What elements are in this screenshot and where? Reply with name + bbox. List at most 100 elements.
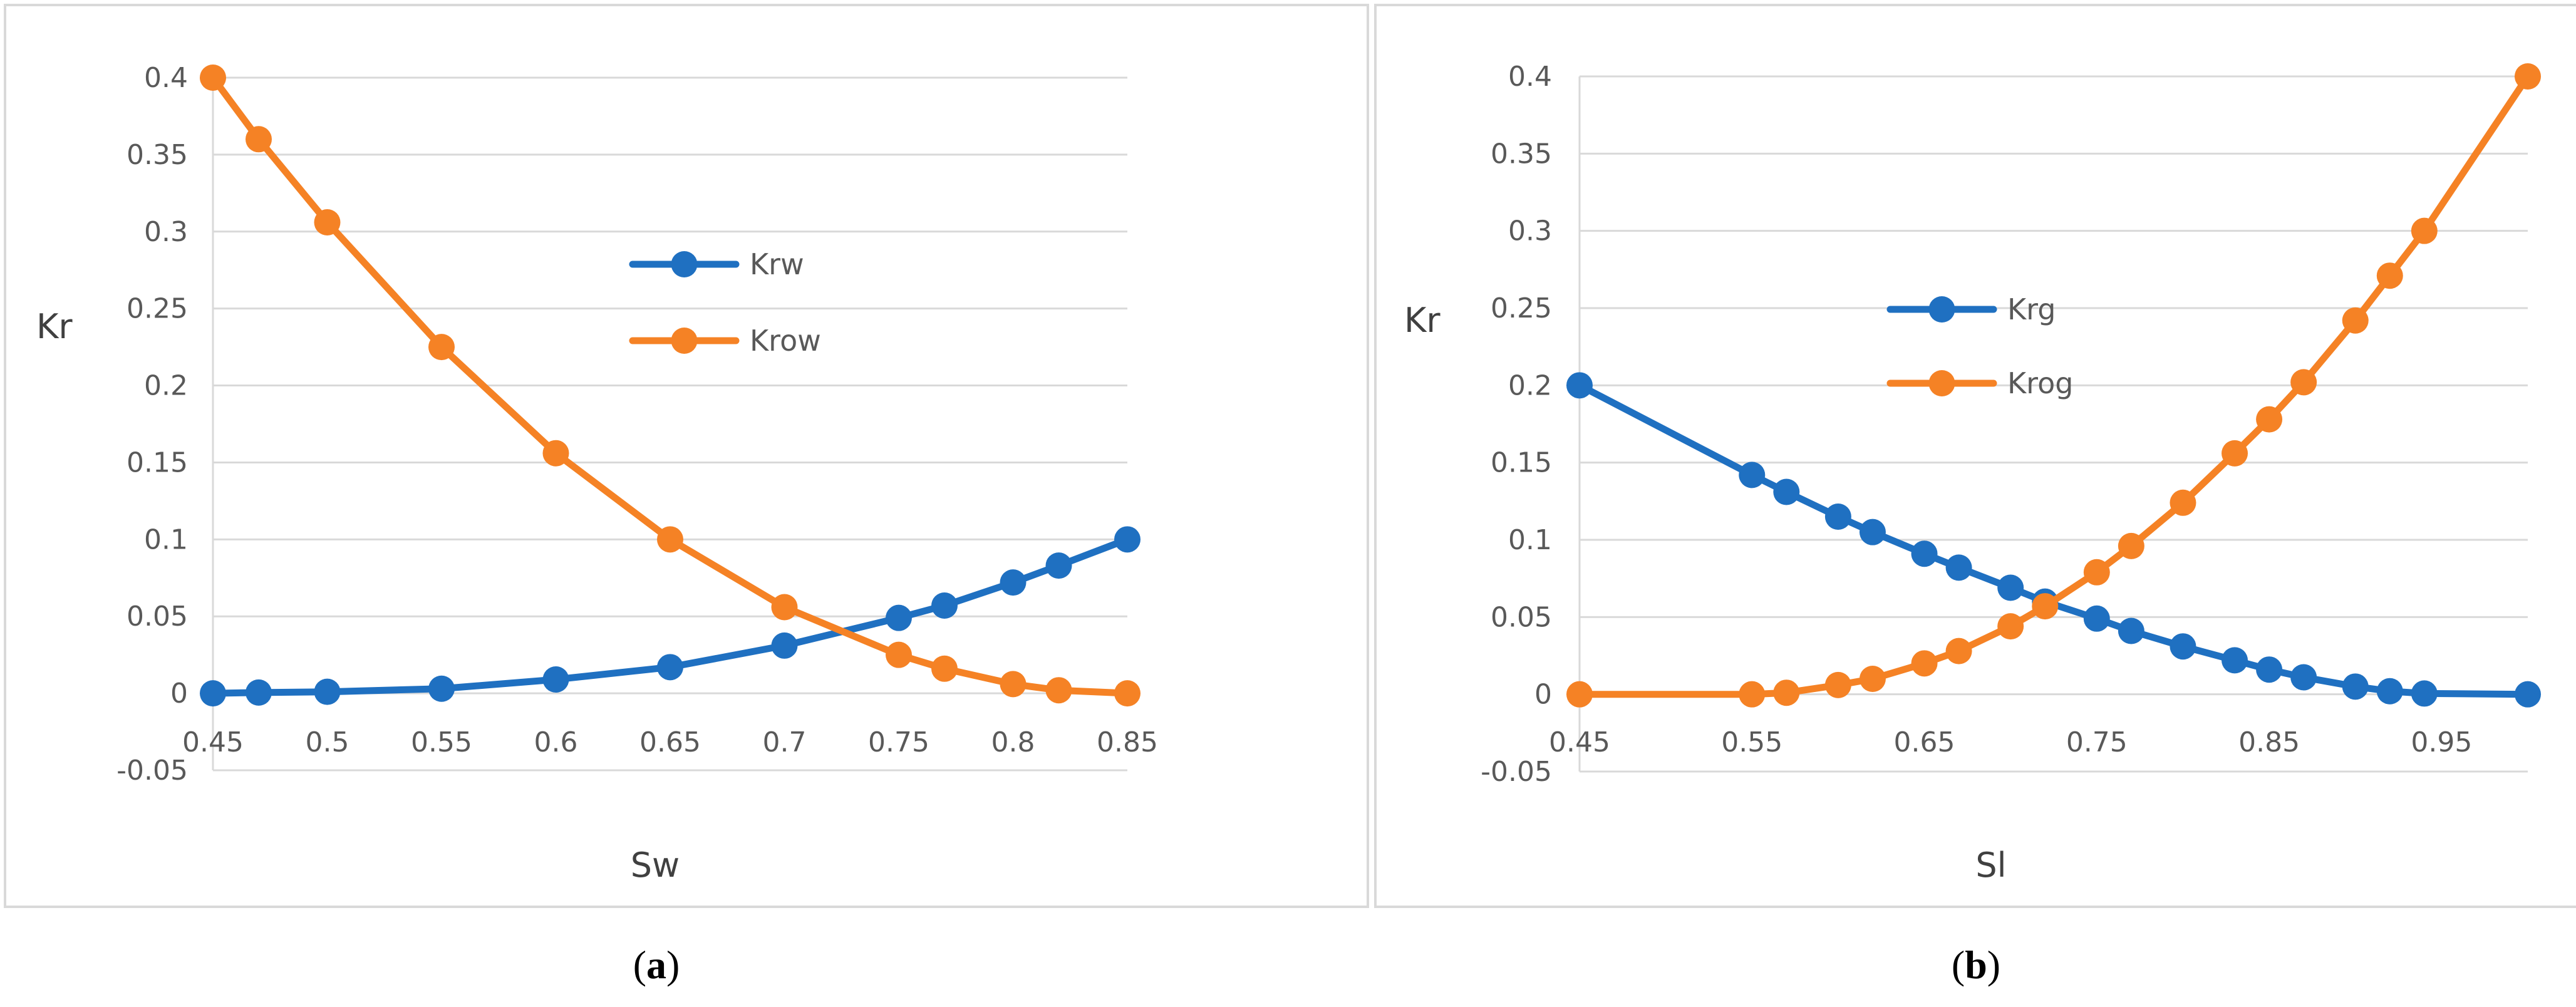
data-point-krog <box>1997 613 2024 640</box>
data-point-krow <box>200 65 226 91</box>
data-point-krw <box>1045 552 1072 579</box>
data-point-krow <box>246 126 272 153</box>
data-point-krg <box>2290 664 2317 691</box>
legend-marker-krw <box>671 251 698 277</box>
y-tick-label: 0.3 <box>1508 215 1552 247</box>
y-tick-label: 0.35 <box>1491 138 1552 170</box>
data-point-krog <box>1773 679 1800 706</box>
chart-frame <box>1374 4 2576 908</box>
y-tick-label: 0.05 <box>1491 601 1552 633</box>
x-axis-title: Sl <box>1975 845 2006 885</box>
y-tick-label: 0.4 <box>144 62 188 94</box>
data-point-krog <box>2032 593 2059 620</box>
data-point-krow <box>886 641 912 668</box>
legend-label-krg: Krg <box>2007 292 2056 326</box>
data-point-krg <box>2515 681 2541 708</box>
y-tick-label: 0.15 <box>127 447 188 478</box>
data-point-krow <box>931 655 958 682</box>
legend-label-krow: Krow <box>750 324 821 358</box>
y-tick-label: 0.15 <box>1491 447 1552 479</box>
y-tick-label: 0 <box>170 678 188 710</box>
data-point-krow <box>314 209 341 236</box>
x-tick-label: 0.5 <box>306 726 349 758</box>
data-point-krw <box>931 592 958 619</box>
panel-caption-b: (b) <box>1952 942 2000 987</box>
data-point-krog <box>2290 369 2317 396</box>
data-point-krog <box>2411 217 2438 244</box>
x-tick-label: 0.75 <box>2066 726 2128 758</box>
data-point-krow <box>771 594 798 621</box>
data-point-krow <box>428 334 455 361</box>
y-tick-label: 0.1 <box>1508 524 1552 556</box>
x-tick-label: 0.95 <box>2411 726 2472 758</box>
legend-label-krw: Krw <box>750 247 804 281</box>
data-point-krog <box>1566 681 1593 708</box>
data-point-krw <box>1114 526 1141 553</box>
legend-marker-krg <box>1928 296 1955 323</box>
data-point-krw <box>657 654 683 681</box>
data-point-krg <box>1859 519 1886 545</box>
data-point-krg <box>1945 554 1972 581</box>
x-tick-label: 0.85 <box>2238 726 2300 758</box>
chart-panel-b: 0.4 0.35 0.3 0.25 0.2 0.15 0.1 0.05 0 -0.050.45 0.… <box>1374 4 2576 987</box>
data-point-krog <box>2170 489 2196 516</box>
x-tick-label: 0.45 <box>182 726 244 758</box>
data-point-krog <box>1824 671 1851 698</box>
data-point-krg <box>2256 656 2283 683</box>
x-tick-label: 0.85 <box>1097 726 1158 758</box>
data-point-krg <box>1773 478 1800 505</box>
data-point-krow <box>1114 680 1141 707</box>
y-tick-label: 0 <box>1534 679 1552 711</box>
y-tick-label: 0.2 <box>1508 369 1552 401</box>
x-tick-label: 0.45 <box>1549 726 1610 758</box>
data-point-krg <box>2083 605 2110 632</box>
data-point-krow <box>657 526 683 553</box>
data-point-krw <box>246 679 272 706</box>
y-tick-label: 0.4 <box>1508 61 1552 93</box>
data-point-krg <box>2118 617 2144 644</box>
data-point-krog <box>2515 63 2541 90</box>
x-tick-label: 0.6 <box>534 726 578 758</box>
legend-marker-krog <box>1928 370 1955 396</box>
data-point-krog <box>2118 532 2144 559</box>
data-point-krog <box>2256 406 2283 433</box>
data-point-krow <box>1000 671 1027 698</box>
y-tick-label: 0.05 <box>127 601 188 633</box>
y-tick-label: 0.25 <box>1491 292 1552 324</box>
data-point-krg <box>1739 462 1766 488</box>
y-tick-label: -0.05 <box>116 755 188 787</box>
x-tick-label: 0.65 <box>1894 726 1955 758</box>
data-point-krg <box>1997 574 2024 601</box>
data-point-krg <box>1824 504 1851 530</box>
x-tick-label: 0.55 <box>411 726 472 758</box>
data-point-krw <box>771 632 798 659</box>
data-point-krog <box>1945 638 1972 664</box>
x-tick-label: 0.7 <box>763 726 807 758</box>
data-point-krog <box>1739 681 1766 708</box>
x-tick-label: 0.65 <box>639 726 701 758</box>
data-point-krg <box>2411 680 2438 707</box>
y-axis-title: Kr <box>1404 301 1441 340</box>
data-point-krog <box>1911 650 1938 677</box>
data-point-krg <box>1911 540 1938 567</box>
x-axis-title: Sw <box>631 845 680 885</box>
panel-caption-a: (a) <box>633 942 680 987</box>
y-tick-label: 0.25 <box>127 293 188 325</box>
chart-frame <box>4 4 1369 908</box>
y-tick-label: 0.2 <box>144 370 188 402</box>
data-point-krw <box>886 604 912 631</box>
x-tick-label: 0.8 <box>991 726 1035 758</box>
data-point-krw <box>542 666 569 693</box>
y-tick-label: 0.35 <box>127 139 188 171</box>
data-point-krg <box>2342 673 2369 700</box>
data-point-krog <box>1859 666 1886 692</box>
data-point-krow <box>542 440 569 467</box>
data-point-krow <box>1045 677 1072 704</box>
data-point-krog <box>2376 262 2403 289</box>
data-point-krg <box>1566 372 1593 399</box>
y-axis-title: Kr <box>36 307 73 346</box>
x-tick-label: 0.55 <box>1721 726 1782 758</box>
data-point-krg <box>2170 633 2196 660</box>
data-point-krw <box>428 675 455 702</box>
